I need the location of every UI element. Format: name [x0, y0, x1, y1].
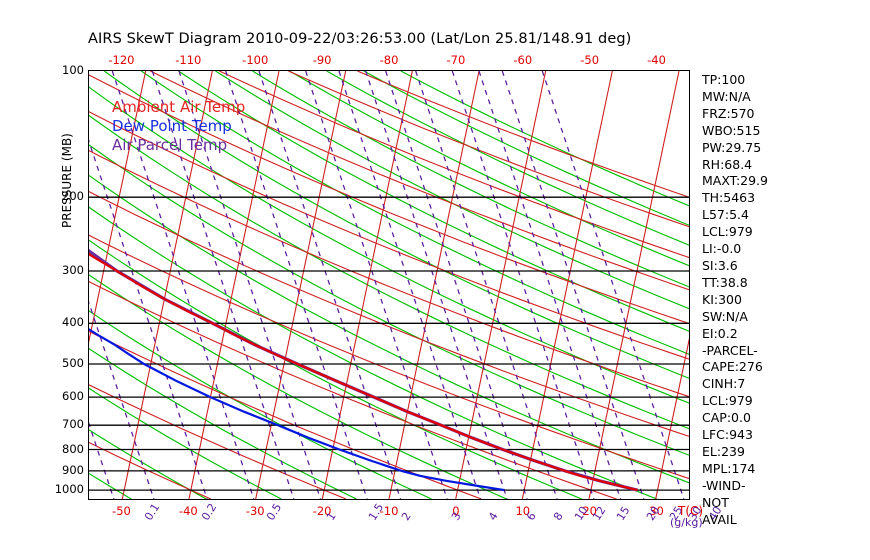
param-lcl979-19: LCL:979 [702, 393, 753, 409]
param-maxt299-6: MAXT:29.9 [702, 173, 768, 189]
page-title: AIRS SkewT Diagram 2010-09-22/03:26:53.0… [88, 31, 632, 47]
mixing-ratio-tick-2: 2 [399, 510, 414, 523]
bottom-temp-tick--10: -10 [379, 504, 399, 518]
mixing-ratio-tick-15: 15 [614, 504, 633, 523]
curve-legend: Ambient Air Temp Dew Point Temp Air Parc… [112, 98, 245, 155]
top-temp-tick--60: -60 [513, 53, 533, 67]
mixing-ratio-tick-3: 3 [449, 510, 464, 523]
param-mwna-1: MW:N/A [702, 88, 751, 104]
top-temp-tick--110: -110 [175, 53, 202, 67]
pressure-tick-400: 400 [62, 315, 84, 330]
legend-dew-point-temp: Dew Point Temp [112, 117, 232, 135]
mixing-ratio-tick-1: 1 [324, 510, 339, 523]
param-not-25: NOT [702, 494, 729, 510]
param-tp100-0: TP:100 [702, 72, 746, 87]
mixing-ratio-tick-0p1: 0.1 [142, 501, 163, 523]
top-temp-tick--90: -90 [312, 53, 332, 67]
top-temp-tick--40: -40 [647, 53, 666, 67]
param-th5463-7: TH:5463 [702, 190, 756, 206]
top-temp-tick--100: -100 [242, 53, 269, 67]
param-lcl979-9: LCL:979 [702, 224, 753, 240]
pressure-tick-800: 800 [62, 441, 84, 456]
pressure-tick-700: 700 [62, 417, 84, 432]
sounding-parameter-panel: TP:100 MW:N/A FRZ:570 WBO:515 PW:29.75 RH:68.… [702, 72, 768, 528]
skewt-svg [89, 71, 689, 499]
top-temp-tick--50: -50 [580, 53, 600, 67]
param-ei02-15: EI:0.2 [702, 325, 738, 341]
temperature-axis-title: T(C) [678, 504, 704, 518]
param-avail-26: AVAIL [702, 511, 737, 527]
skewt-plot-area [88, 70, 690, 500]
param-si36-11: SI:3.6 [702, 257, 738, 273]
param-wind-24: -WIND- [702, 477, 746, 493]
param-cape276-17: CAPE:276 [702, 359, 763, 375]
param-mpl174-23: MPL:174 [702, 460, 756, 476]
legend-ambient-air-temp: Ambient Air Temp [112, 98, 246, 116]
pressure-axis: 100 200 300 400 500 600 700 800 900 1000 [30, 0, 84, 560]
sounding-curves [89, 248, 638, 492]
pressure-tick-500: 500 [62, 355, 84, 370]
dry-adiabat-lines [89, 71, 689, 499]
param-lfc943-21: LFC:943 [702, 427, 753, 443]
pressure-tick-1000: 1000 [54, 482, 84, 497]
param-el239-22: EL:239 [702, 443, 745, 459]
bottom-temp-tick-0: 0 [452, 504, 460, 518]
legend-air-parcel-temp: Air Parcel Temp [112, 136, 228, 154]
param-l5754-8: L57:5.4 [702, 207, 749, 223]
param-ki300-13: KI:300 [702, 291, 742, 307]
param-swna-14: SW:N/A [702, 308, 748, 324]
param-tt388-12: TT:38.8 [702, 274, 748, 290]
top-temp-tick--80: -80 [379, 53, 399, 67]
pressure-tick-300: 300 [62, 262, 84, 277]
mixing-ratio-tick-6: 6 [524, 510, 539, 523]
bottom-temp-tick--20: -20 [312, 504, 332, 518]
pressure-tick-100: 100 [62, 63, 84, 77]
mixing-ratio-tick-4: 4 [486, 510, 501, 523]
bottom-temp-tick--50: -50 [112, 504, 131, 518]
mixing-ratio-axis-title: (g/kg) [670, 516, 703, 529]
param-wbo515-3: WBO:515 [702, 122, 761, 138]
bottom-temp-tick--30: -30 [245, 504, 265, 518]
top-temp-tick--120: -120 [108, 53, 135, 67]
param-parcel-16: -PARCEL- [702, 342, 758, 358]
param-cinh7-18: CINH:7 [702, 376, 746, 392]
mixing-ratio-tick-8: 8 [551, 510, 566, 523]
param-cap00-20: CAP:0.0 [702, 410, 751, 426]
pressure-axis-title: PRESSURE (MB) [60, 133, 74, 228]
bottom-temp-tick-30: 30 [649, 504, 664, 518]
isobar-lines [89, 196, 689, 491]
bottom-temp-tick-10: 10 [515, 504, 531, 518]
param-rh684-5: RH:68.4 [702, 156, 753, 172]
pressure-tick-900: 900 [62, 462, 84, 477]
bottom-temp-tick-20: 20 [582, 504, 597, 518]
pressure-tick-200: 200 [62, 189, 84, 204]
top-temp-tick--70: -70 [446, 53, 466, 67]
param-li00-10: LI:-0.0 [702, 241, 742, 257]
bottom-temp-tick--40: -40 [178, 504, 198, 518]
mixing-ratio-tick-0p5: 0.5 [264, 501, 285, 523]
param-pw2975-4: PW:29.75 [702, 139, 762, 155]
pressure-tick-600: 600 [62, 389, 84, 404]
mixing-ratio-tick-0p2: 0.2 [199, 501, 220, 523]
param-frz570-2: FRZ:570 [702, 105, 755, 121]
